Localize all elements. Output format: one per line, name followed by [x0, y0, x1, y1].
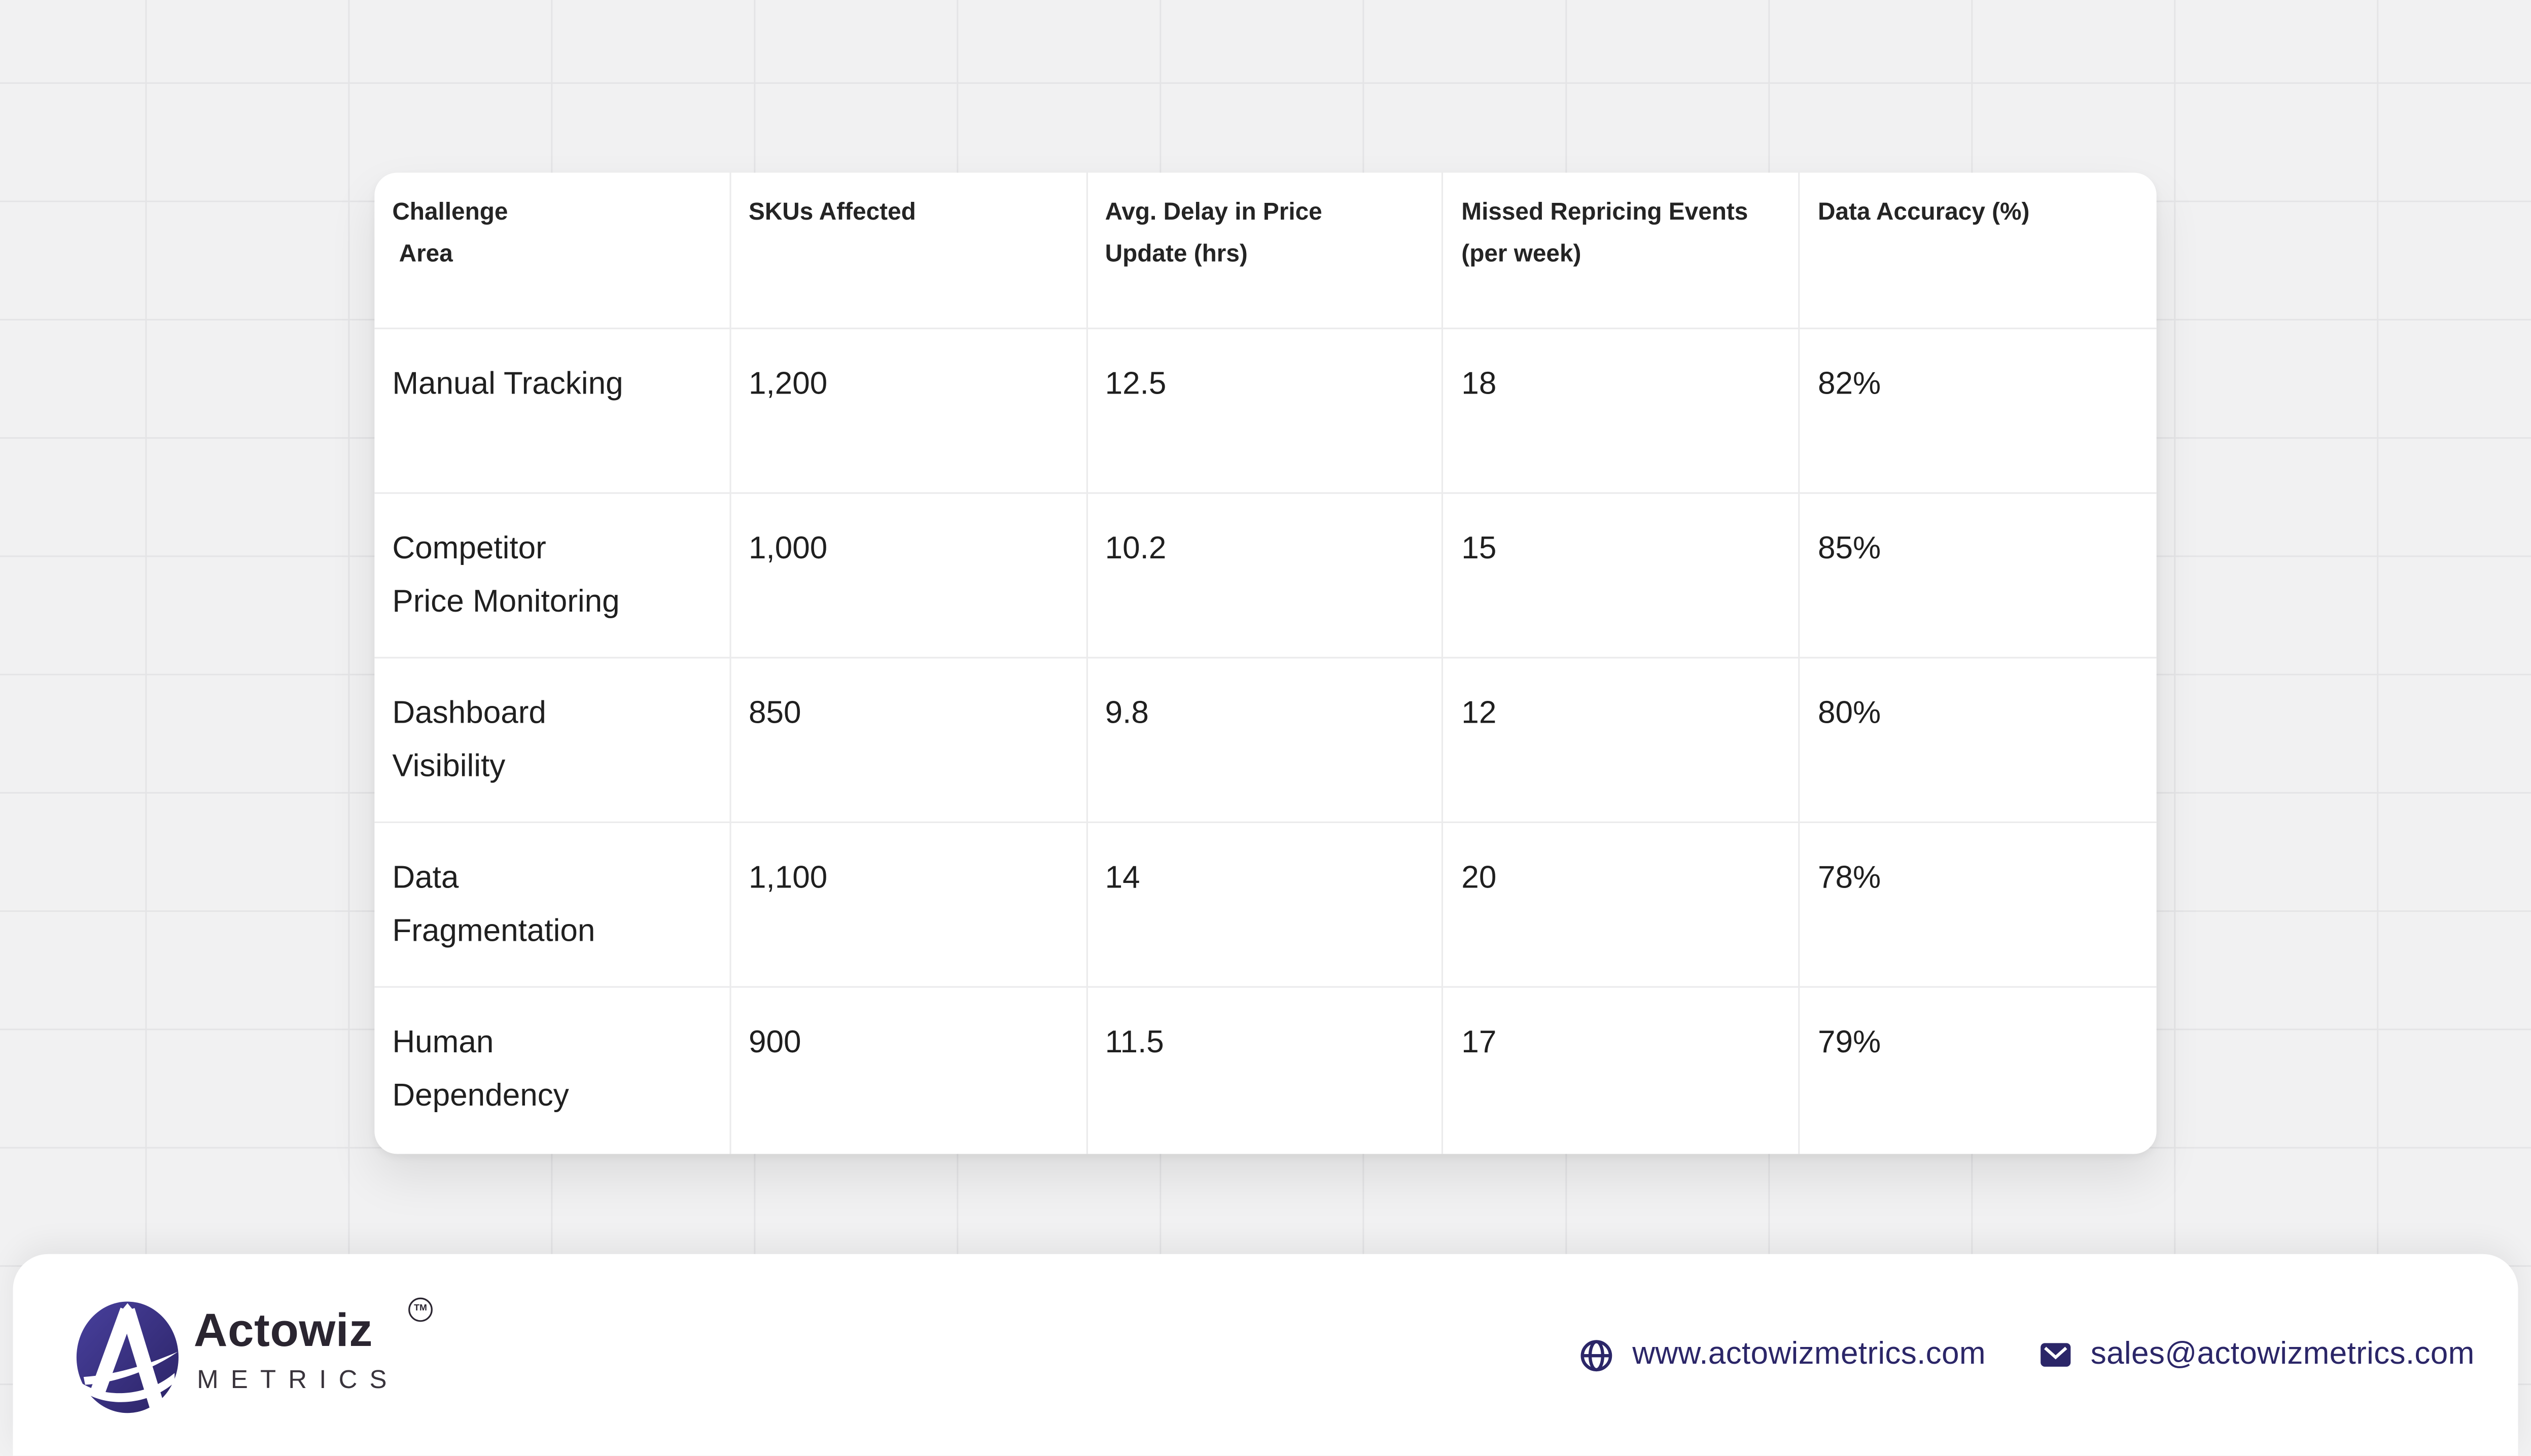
- table-cell-r3-c0: Data Fragmentation: [374, 823, 731, 988]
- table-cell-r0-c4: 82%: [1800, 329, 2157, 494]
- table-cell-r0-c3: 18: [1444, 329, 1800, 494]
- email-label: sales@actowizmetrics.com: [2090, 1336, 2475, 1372]
- table-cell-r0-c1: 1,200: [730, 329, 1087, 494]
- table-cell-r1-c3: 15: [1444, 493, 1800, 659]
- table-cell-r1-c2: 10.2: [1087, 493, 1444, 659]
- header-cell-3: Missed Repricing Events (per week): [1444, 172, 1800, 330]
- table-cell-r4-c0: Human Dependency: [374, 987, 731, 1154]
- table-cell-r2-c4: 80%: [1800, 658, 2157, 824]
- trademark-badge: TM: [408, 1297, 433, 1322]
- footer-contacts: www.actowizmetrics.com sales@actowizmetr…: [1579, 1254, 2474, 1456]
- brand-name: Actowiz: [193, 1305, 373, 1358]
- table-cell-r4-c3: 17: [1444, 987, 1800, 1154]
- challenges-table: Challenge Area SKUs Affected Avg. Delay in…: [374, 172, 2157, 1154]
- email-link[interactable]: sales@actowizmetrics.com: [2039, 1336, 2475, 1373]
- table-cell-r3-c2: 14: [1087, 823, 1444, 988]
- table-cell-r4-c2: 11.5: [1087, 987, 1444, 1154]
- header-cell-4: Data Accuracy (%): [1800, 173, 2157, 330]
- table-cell-r2-c2: 9.8: [1087, 658, 1444, 824]
- table-cell-r0-c0: Manual Tracking: [374, 329, 731, 494]
- table-cell-r1-c0: Competitor Price Monitoring: [374, 493, 731, 659]
- website-label: www.actowizmetrics.com: [1632, 1336, 1986, 1372]
- header-cell-1: SKUs Affected: [730, 172, 1087, 330]
- table-cell-r0-c2: 12.5: [1087, 329, 1444, 494]
- actowiz-logo-icon: [76, 1301, 179, 1413]
- table-cell-r1-c1: 1,000: [730, 493, 1087, 659]
- mail-icon: [2041, 1343, 2071, 1367]
- table-cell-r4-c4: 79%: [1817, 1024, 1881, 1060]
- table-cell-r4-c1: 900: [731, 987, 1087, 1154]
- header-cell-0: Challenge Area: [374, 172, 731, 330]
- brand-subtitle: METRICS: [197, 1367, 399, 1395]
- table-cell-r2-c1: 850: [730, 658, 1087, 824]
- table-cell-r3-c4: 78%: [1800, 823, 2157, 988]
- table-cell-r1-c4: 85%: [1800, 494, 2157, 659]
- table-cell-r3-c3: 20: [1444, 823, 1800, 988]
- header-cell-2: Avg. Delay in Price Update (hrs): [1087, 172, 1444, 330]
- table-cell-r2-c0: Dashboard Visibility: [374, 658, 731, 824]
- globe-icon: [1581, 1339, 1613, 1371]
- website-link[interactable]: www.actowizmetrics.com: [1579, 1336, 1986, 1373]
- table-cell-r3-c1: 1,100: [730, 823, 1087, 988]
- footer-bar: Actowiz METRICS TM www.actowizmetrics.co…: [13, 1254, 2518, 1456]
- table-cell-r2-c3: 12: [1444, 658, 1800, 824]
